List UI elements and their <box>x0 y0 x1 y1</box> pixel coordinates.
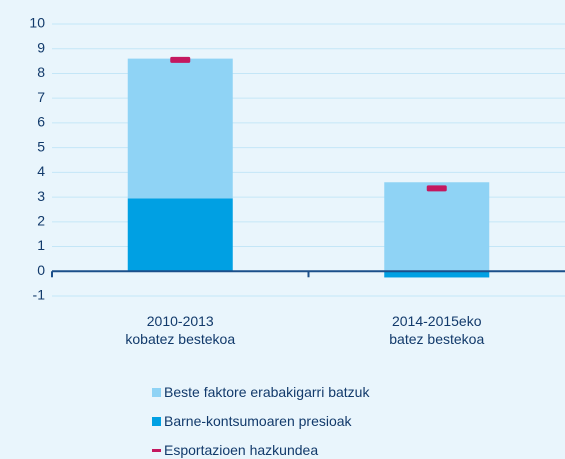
y-tick-label: 7 <box>37 89 45 105</box>
legend-item: Esportazioen hazkundea <box>152 441 318 459</box>
bar-segment <box>127 198 233 272</box>
y-tick-label: 5 <box>37 138 45 154</box>
y-tick-label: 3 <box>37 188 45 204</box>
legend-item: Barne-kontsumoaren presioak <box>152 412 352 430</box>
y-tick-label: 9 <box>37 39 45 55</box>
marker <box>426 185 447 192</box>
y-tick-label: 0 <box>37 262 45 278</box>
legend-label: Barne-kontsumoaren presioak <box>164 413 352 429</box>
legend-label: Beste faktore erabakigarri batzuk <box>164 384 370 400</box>
legend-swatch <box>152 448 161 452</box>
bar-segment <box>384 271 490 278</box>
y-tick-label: 2 <box>37 213 45 229</box>
y-tick-label: 10 <box>29 15 45 31</box>
legend-item: Beste faktore erabakigarri batzuk <box>152 383 369 401</box>
y-tick-label: 6 <box>37 114 45 130</box>
marker <box>170 56 191 63</box>
bar-segment <box>127 58 233 199</box>
x-tick-label: 2010-2013 kobatez bestekoa <box>125 313 236 347</box>
y-tick-label: -1 <box>33 287 46 303</box>
x-tick-label: 2014-2015eko batez bestekoa <box>389 313 485 347</box>
legend-label: Esportazioen hazkundea <box>164 442 319 458</box>
y-tick-label: 8 <box>37 64 45 80</box>
y-tick-label: 4 <box>37 163 45 179</box>
y-tick-label: 1 <box>37 237 45 253</box>
legend-swatch <box>152 416 161 426</box>
bar-segment <box>384 182 490 272</box>
legend-swatch <box>152 387 161 397</box>
